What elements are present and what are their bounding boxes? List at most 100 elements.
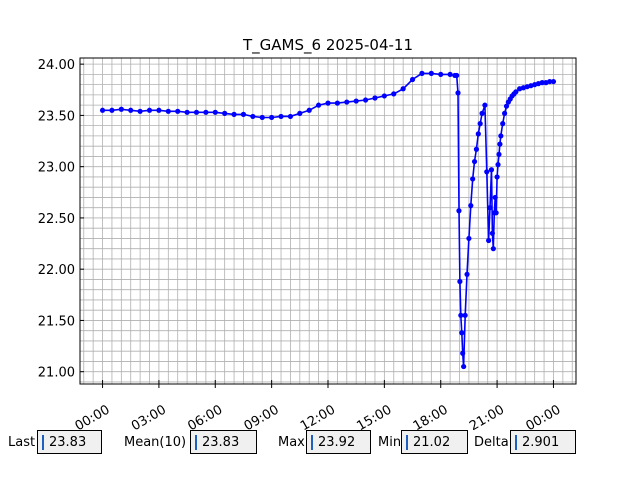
- data-point: [203, 109, 209, 115]
- x-tick-label: 15:00: [354, 402, 394, 430]
- last-value-field[interactable]: 23.83: [37, 430, 102, 454]
- data-point: [372, 95, 378, 101]
- data-point: [400, 86, 406, 92]
- data-point: [454, 72, 460, 79]
- data-point: [99, 107, 106, 113]
- data-point: [306, 107, 312, 113]
- data-point: [109, 107, 115, 113]
- last-label: Last: [8, 435, 36, 450]
- data-point: [428, 70, 434, 76]
- data-point: [278, 113, 284, 120]
- data-point: [362, 97, 369, 103]
- data-point: [550, 78, 557, 85]
- data-point: [492, 194, 498, 201]
- min-label: Min: [378, 435, 402, 450]
- data-point: [466, 235, 472, 242]
- data-point: [462, 312, 468, 318]
- data-point: [513, 89, 519, 95]
- delta-value: 2.901: [522, 435, 560, 450]
- data-point: [222, 110, 228, 116]
- data-point: [473, 146, 480, 152]
- data-point: [482, 102, 488, 108]
- data-point: [547, 78, 553, 85]
- data-point: [297, 110, 303, 116]
- y-tick-label: 23.00: [38, 161, 75, 176]
- data-point: [344, 99, 350, 105]
- stats-bar: Last 23.83 Mean(10) 23.83 Max 23.92 Min …: [0, 430, 640, 460]
- data-point: [184, 109, 190, 115]
- mean-value: 23.83: [202, 435, 240, 450]
- y-tick-label: 21.50: [38, 314, 75, 329]
- mean-label: Mean(10): [124, 435, 187, 450]
- y-tick-label: 21.00: [38, 366, 75, 381]
- data-point: [477, 121, 483, 127]
- data-point: [391, 91, 397, 97]
- data-point: [488, 167, 495, 173]
- data-point: [486, 237, 492, 244]
- data-point: [490, 246, 496, 252]
- max-label: Max: [278, 435, 305, 450]
- series-markers: [99, 70, 557, 370]
- data-point: [502, 110, 508, 116]
- data-point: [484, 169, 490, 175]
- x-tick-label: 12:00: [298, 402, 338, 430]
- data-point: [137, 108, 143, 114]
- x-tick-label: 18:00: [411, 402, 451, 430]
- data-point: [287, 113, 294, 120]
- text-cursor: [515, 435, 517, 450]
- data-point: [334, 100, 340, 106]
- max-value-field[interactable]: 23.92: [306, 430, 371, 454]
- data-point: [494, 174, 500, 180]
- data-point: [269, 114, 275, 121]
- data-point: [175, 108, 181, 114]
- data-point: [381, 93, 387, 99]
- text-cursor: [195, 435, 197, 450]
- data-point: [493, 210, 499, 216]
- text-cursor: [406, 435, 408, 450]
- data-point: [240, 111, 247, 117]
- data-point: [489, 230, 495, 236]
- data-point: [250, 113, 256, 120]
- data-point: [409, 76, 416, 83]
- data-point: [471, 158, 478, 165]
- grid-lines: [80, 58, 576, 384]
- text-cursor: [311, 435, 313, 450]
- data-point: [438, 71, 444, 78]
- data-point: [456, 208, 462, 214]
- min-value-field[interactable]: 21.02: [401, 430, 468, 454]
- delta-value-field[interactable]: 2.901: [510, 430, 576, 454]
- data-point: [495, 162, 501, 168]
- mean-value-field[interactable]: 23.83: [190, 430, 257, 454]
- data-point: [460, 350, 466, 356]
- data-point: [353, 98, 359, 104]
- x-tick-label: 09:00: [242, 402, 282, 430]
- data-point: [461, 363, 467, 370]
- delta-label: Delta: [474, 435, 509, 450]
- data-point: [146, 107, 153, 113]
- data-point: [447, 71, 453, 78]
- data-point: [487, 205, 493, 211]
- x-tick-label: 00:00: [73, 402, 113, 430]
- x-tick-label: 00:00: [524, 402, 564, 430]
- data-point: [479, 110, 485, 116]
- data-point: [455, 90, 461, 96]
- chart-title: T_GAMS_6 2025-04-11: [242, 36, 413, 55]
- data-point: [316, 102, 322, 108]
- data-point: [468, 203, 474, 209]
- x-tick-label: 21:00: [467, 402, 507, 430]
- data-point: [459, 330, 465, 336]
- data-point: [457, 278, 463, 285]
- data-point: [497, 141, 503, 147]
- max-value: 23.92: [318, 435, 356, 450]
- data-point: [118, 106, 124, 112]
- data-point: [193, 109, 200, 115]
- data-point: [231, 111, 237, 117]
- y-tick-label: 22.00: [38, 263, 75, 278]
- data-point: [500, 121, 506, 127]
- data-point: [128, 107, 134, 113]
- data-point: [212, 109, 218, 115]
- line-chart: 21.00 21.50 22.00 22.50 23.00 23.50 24.00 00:00…: [38, 36, 577, 430]
- last-value: 23.83: [49, 435, 87, 450]
- data-point: [259, 114, 265, 121]
- data-point: [156, 107, 162, 113]
